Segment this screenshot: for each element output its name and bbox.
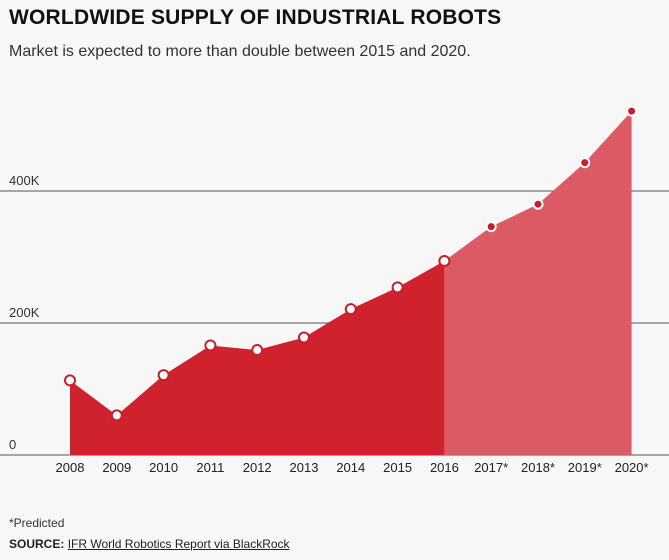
- y-tick-label: 0: [9, 437, 16, 452]
- data-point-2016: [438, 254, 451, 267]
- data-points: [64, 105, 638, 422]
- area-predicted: [444, 111, 632, 455]
- area-actual: [70, 260, 445, 455]
- data-point-2020: [626, 105, 638, 117]
- chart-subtitle: Market is expected to more than double b…: [9, 43, 471, 60]
- x-tick-label: 2010: [149, 460, 178, 475]
- x-tick-label: 2011: [196, 460, 224, 475]
- data-point-2008: [64, 374, 76, 387]
- data-point-2012: [251, 344, 264, 357]
- x-tick-label: 2019*: [568, 460, 602, 475]
- source-link[interactable]: IFR World Robotics Report via BlackRock: [67, 537, 290, 551]
- x-tick-label: 2009: [102, 460, 131, 475]
- footnote: *Predicted: [9, 516, 65, 530]
- data-point-2010: [157, 369, 170, 382]
- y-tick-label: 200K: [9, 305, 40, 320]
- x-axis-labels: 2008 2009 2010 2011 2012 2013 2014 2015 2016 2017…: [56, 460, 649, 475]
- x-tick-label: 2012: [243, 460, 272, 475]
- data-point-2019: [579, 157, 591, 169]
- x-tick-label: 2015: [383, 460, 412, 475]
- data-point-2017: [485, 221, 497, 233]
- chart-title: WORLDWIDE SUPPLY OF INDUSTRIAL ROBOTS: [9, 6, 502, 29]
- data-point-2018: [532, 198, 544, 210]
- data-point-2011: [204, 339, 217, 352]
- x-tick-label: 2020*: [615, 460, 649, 475]
- data-point-2014: [344, 303, 357, 316]
- x-tick-label: 2016: [430, 460, 459, 475]
- source-line: SOURCE: IFR World Robotics Report via Bl…: [9, 537, 290, 551]
- data-point-2015: [391, 281, 404, 294]
- area-series: [70, 111, 632, 455]
- source-label: SOURCE:: [9, 537, 65, 551]
- x-tick-label: 2008: [56, 460, 85, 475]
- y-tick-label: 400K: [9, 173, 40, 188]
- data-point-2013: [298, 331, 310, 344]
- x-tick-label: 2013: [290, 460, 319, 475]
- y-axis-ticks: 0 200K 400K: [9, 173, 40, 452]
- x-tick-label: 2014: [336, 460, 365, 475]
- data-point-2009: [110, 409, 123, 422]
- x-tick-label: 2017*: [474, 460, 508, 475]
- x-tick-label: 2018*: [521, 460, 555, 475]
